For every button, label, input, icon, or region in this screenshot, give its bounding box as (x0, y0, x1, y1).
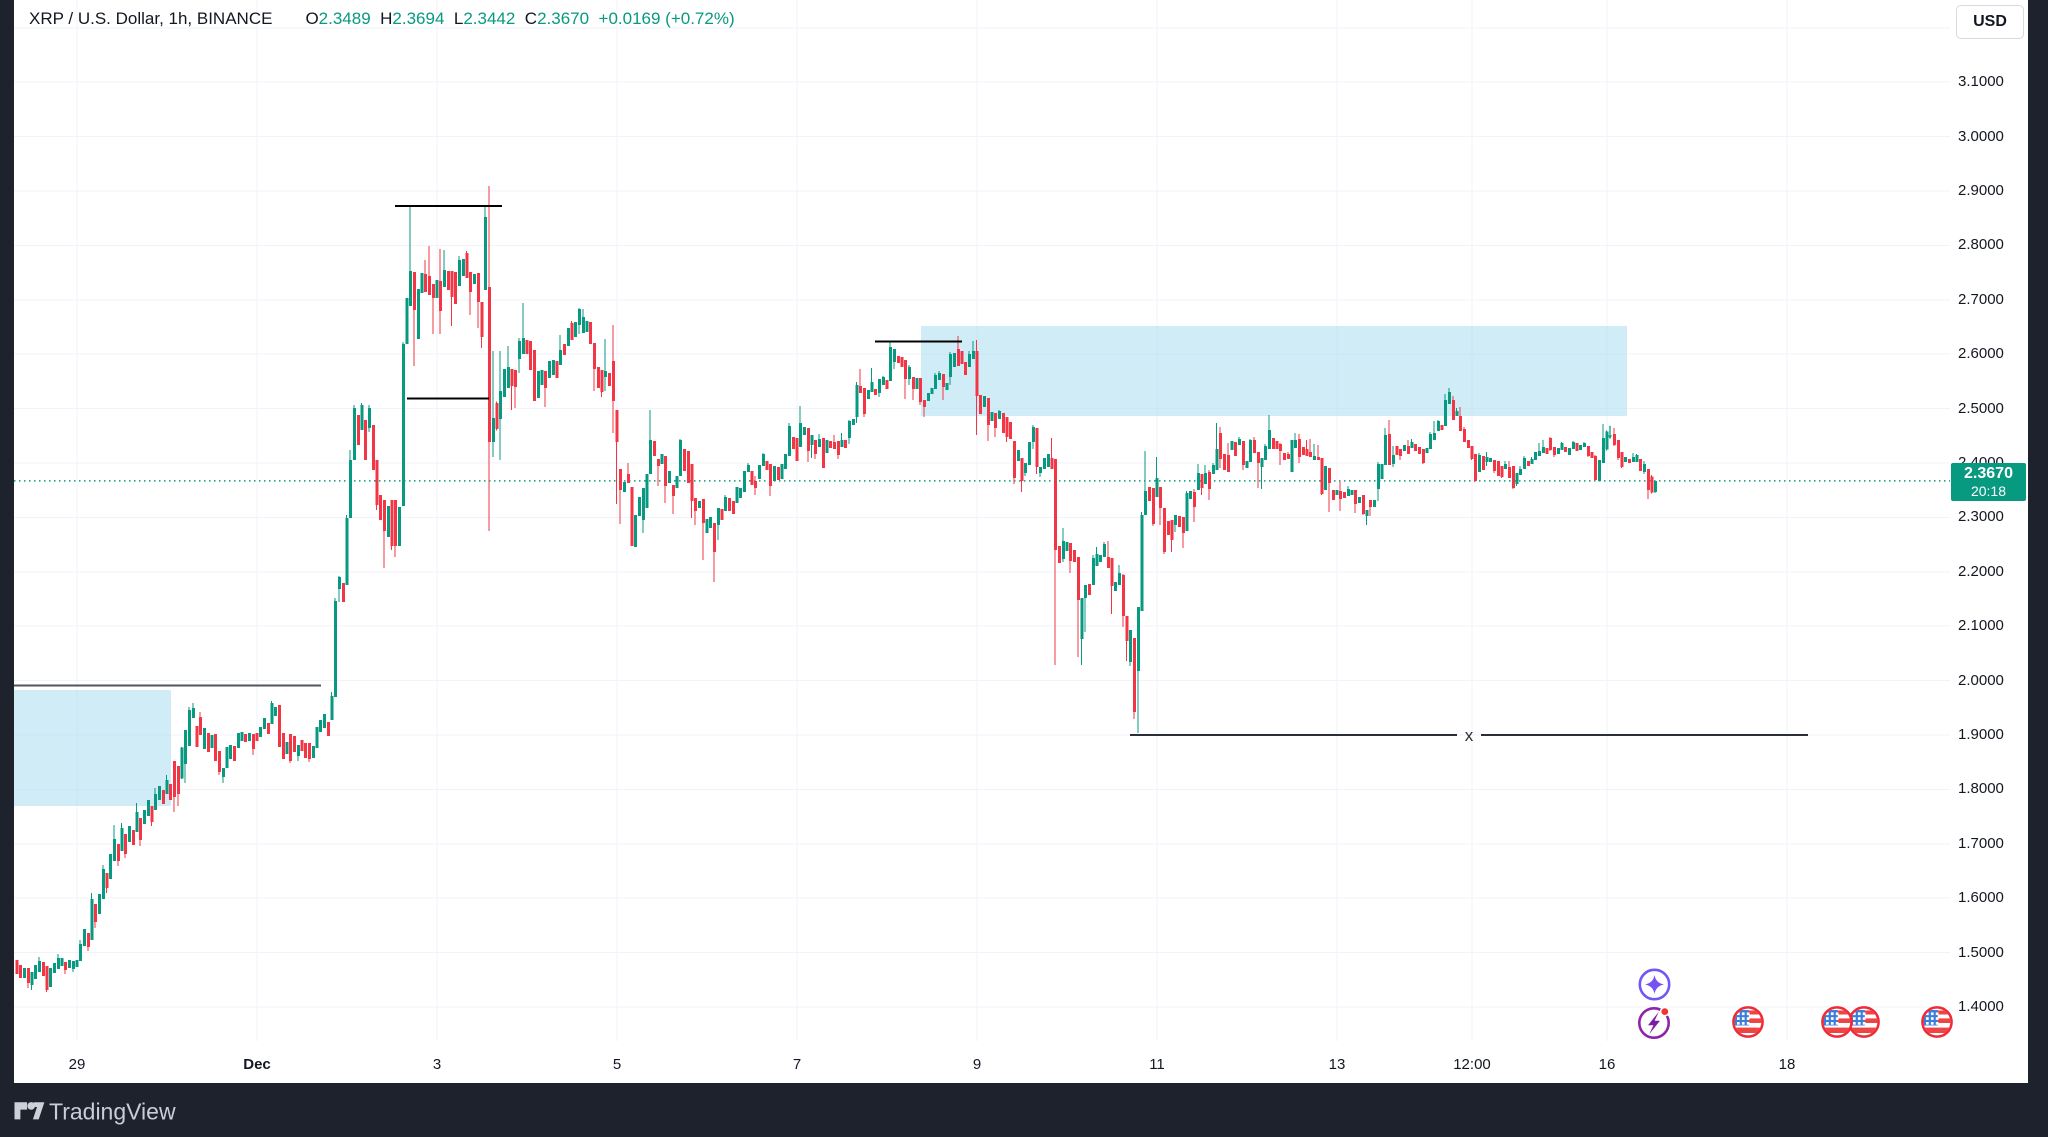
svg-text:x: x (1465, 726, 1474, 745)
svg-text:TradingView: TradingView (49, 1099, 176, 1125)
